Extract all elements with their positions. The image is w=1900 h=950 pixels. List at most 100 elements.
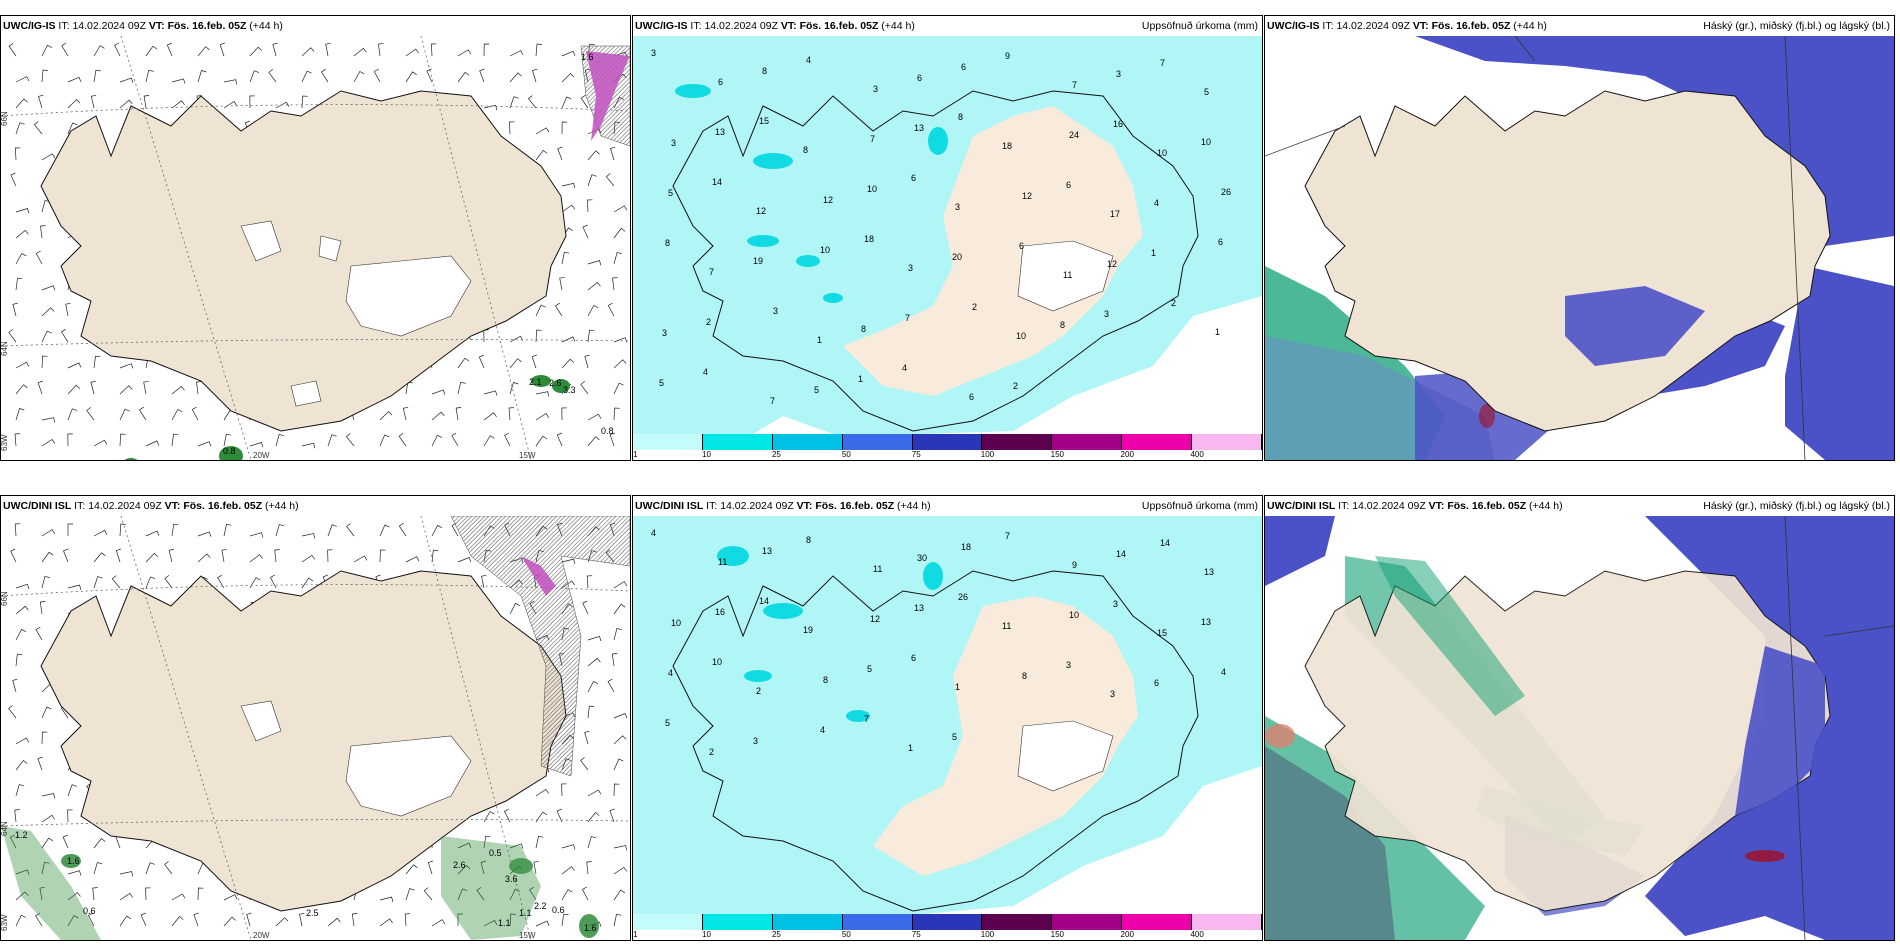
wind-barb (584, 730, 590, 745)
panel-dini-precip: UWC/DINI ISL IT: 14.02.2024 09Z VT: Fös.… (632, 495, 1263, 941)
wind-barb (607, 302, 615, 317)
precip-value-label: 11 (718, 557, 727, 567)
wind-barb (171, 385, 185, 395)
wind-map: 1.2 1.6 0.6 0.5 2.6 3.6 2.5 1.1 2.2 1.1 … (1, 516, 630, 940)
wind-barb (587, 150, 600, 161)
colorbar-segment (1052, 914, 1123, 930)
precip-value-label: 8 (665, 238, 670, 248)
wind-barb (586, 861, 592, 875)
precip-value-label: 11 (1002, 621, 1011, 631)
precip-value-label: 11 (873, 564, 882, 574)
wind-barb (483, 811, 495, 823)
precip-value-label: 13 (914, 123, 924, 133)
wind-barb (613, 889, 626, 901)
wind-barb (197, 553, 211, 563)
precip-value-label: 20 (952, 252, 962, 262)
wind-barb (582, 600, 589, 615)
wind-barb (143, 95, 150, 109)
colorbar-segment (1122, 434, 1193, 450)
precip-value-label: 10 (712, 657, 722, 667)
wind-map: 1.6 2.1 2.6 3.3 0.8 0.8 66N 64N 63W 20W … (1, 36, 630, 460)
colorbar-label: 150 (1050, 450, 1065, 459)
wind-barb (586, 575, 593, 589)
iceland-land (1304, 90, 1831, 432)
wind-barb (41, 706, 52, 719)
colorbar-label: 400 (1190, 930, 1204, 939)
wind-barb (93, 552, 106, 563)
precip-value-label: 4 (806, 55, 811, 65)
panel-dini-cloud: UWC/DINI ISL IT: 14.02.2024 09Z VT: Fös.… (1264, 495, 1895, 941)
precip-value-label: 8 (823, 675, 828, 685)
wind-barb (587, 789, 602, 797)
wind-barb (166, 42, 173, 57)
wind-barb (61, 328, 69, 343)
wind-barb (119, 408, 130, 421)
precip-value-label: 18 (864, 234, 874, 244)
glacier-langjokull (240, 700, 282, 742)
wind-barb (483, 412, 497, 421)
precip-map: 3 6 8 4 3 6 6 9 7 3 7 5 3 13 15 8 7 13 8 18 24 16 10 10 5 14 12 12 1… (633, 36, 1262, 434)
colorbar-label: 50 (841, 930, 851, 939)
cloud-map (1265, 516, 1894, 940)
colorbar-label: 50 (841, 450, 851, 459)
wind-barb (119, 871, 134, 877)
wind-barb (140, 912, 147, 927)
wind-barb (90, 94, 97, 109)
colorbar-segment (633, 914, 703, 930)
wind-barb (119, 385, 133, 395)
wind-barb (67, 870, 82, 876)
svg-text:64N: 64N (1, 341, 9, 356)
wind-barb (67, 523, 73, 536)
wind-barb (143, 380, 149, 395)
colorbar-segment (842, 434, 913, 450)
svg-text:66N: 66N (1, 591, 9, 606)
precip-value-label: 2 (972, 302, 977, 312)
glacier-vatnajokull (1017, 240, 1114, 312)
wind-barb (613, 337, 628, 343)
precip-value-label: 6 (969, 392, 974, 402)
precip-value-label: 18 (1002, 141, 1012, 151)
colorbar-label: 100 (980, 930, 995, 939)
wind-barb (249, 70, 260, 83)
wind-barb (145, 69, 154, 83)
wind-barb (275, 917, 289, 927)
colorbar-row (633, 434, 1262, 450)
wind-barb (559, 276, 565, 291)
wind-barb (119, 77, 134, 83)
hatched-area (450, 516, 630, 777)
wind-barb (535, 835, 544, 849)
precip-value-label: 17 (1110, 209, 1120, 219)
wind-barb (217, 574, 225, 589)
wind-barb (15, 869, 30, 875)
wind-barb (193, 912, 199, 927)
precip-value-label: 30 (917, 553, 927, 563)
wind-barb (504, 432, 511, 447)
svg-text:0.8: 0.8 (223, 446, 236, 456)
wind-barb (119, 363, 134, 369)
wind-barb (41, 44, 53, 57)
wind-barb (10, 172, 17, 187)
wind-barb (613, 845, 628, 851)
wind-barb (561, 96, 572, 109)
wind-barb (402, 406, 409, 421)
cloud-high-west (1265, 724, 1295, 748)
wind-barb (481, 574, 487, 589)
iceland-land-dry (843, 106, 1143, 396)
wind-barb (609, 808, 615, 823)
wind-barb (613, 227, 626, 239)
wind-barb (119, 99, 133, 109)
wind-barb (605, 173, 615, 187)
wind-barb (15, 628, 27, 641)
wind-barb (379, 434, 390, 447)
wind-barb (246, 912, 252, 927)
wind-barb (8, 705, 17, 719)
precip-value-label: 6 (911, 173, 916, 183)
wind-barb (301, 442, 316, 449)
wind-barb (483, 104, 498, 111)
precip-value-label: 16 (1113, 119, 1123, 129)
wind-barb (223, 101, 238, 109)
wind-barb (15, 891, 29, 901)
wind-barb (509, 50, 524, 57)
wind-barb (431, 524, 443, 537)
colorbar-label: 400 (1190, 450, 1204, 459)
